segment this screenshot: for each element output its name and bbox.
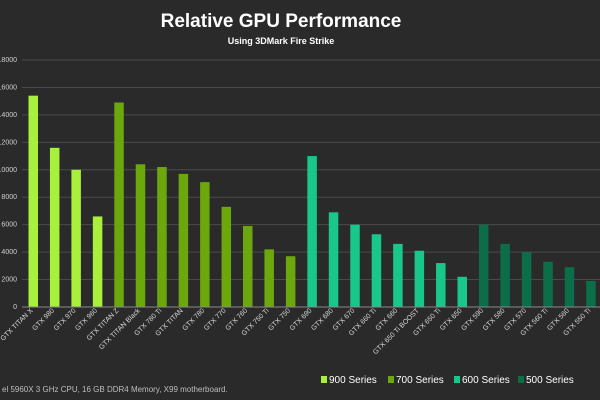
y-tick-label: 14000	[0, 112, 17, 119]
y-tick-label: 18000	[0, 57, 17, 64]
bar	[543, 261, 553, 307]
bar	[436, 263, 446, 307]
bar	[221, 206, 232, 307]
legend-label: 500 Series	[526, 375, 574, 386]
bar	[178, 173, 189, 307]
x-tick-label: GTX 690	[289, 307, 314, 332]
chart-subtitle: Using 3DMark Fire Strike	[228, 36, 335, 46]
bar	[285, 256, 296, 307]
x-tick-label: GTX 770	[203, 307, 228, 332]
x-tick-label: GTX 680	[310, 307, 335, 332]
bar	[393, 243, 403, 307]
bar	[71, 169, 81, 307]
bar	[371, 234, 382, 307]
bar	[586, 280, 596, 307]
bar	[243, 226, 253, 307]
bar	[307, 156, 317, 307]
legend-label: 700 Series	[396, 375, 444, 386]
x-tick-label: GTX 980	[31, 307, 56, 332]
bar	[328, 212, 339, 307]
bar	[157, 167, 167, 307]
bars	[28, 95, 596, 308]
legend-swatch	[454, 376, 460, 383]
legend-label: 600 Series	[462, 375, 510, 386]
bar	[564, 267, 575, 307]
bar	[49, 147, 60, 307]
bar	[414, 250, 425, 307]
bar	[28, 95, 38, 307]
bar	[200, 182, 210, 307]
legend-swatch	[321, 376, 327, 383]
bar	[521, 252, 532, 307]
legend-label: 900 Series	[329, 375, 377, 386]
legend: 900 Series 700 Series 600 Series 500 Series	[321, 375, 574, 386]
bar	[500, 243, 510, 307]
y-tick-label: 12000	[0, 139, 17, 146]
y-tick-label: 6000	[1, 222, 17, 229]
y-tick-label: 4000	[1, 249, 17, 256]
bar	[264, 249, 274, 307]
x-tick-label: GTX 750	[267, 307, 292, 332]
legend-swatch	[518, 376, 524, 383]
legend-swatch	[388, 376, 394, 383]
x-tick-label: GTX 780	[182, 307, 207, 332]
x-tick-label: GTX 590	[460, 307, 485, 332]
x-tick-label: GTX 970	[53, 307, 78, 332]
bar	[457, 276, 467, 307]
y-tick-label: 10000	[0, 167, 17, 174]
bar	[114, 102, 124, 308]
y-tick-label: 2000	[1, 277, 17, 284]
bar	[478, 224, 489, 307]
bar	[92, 216, 103, 307]
y-tick-label: 0	[13, 304, 17, 311]
y-tick-label: 8000	[1, 194, 17, 201]
x-tick-label: GTX 580	[482, 307, 507, 332]
x-tick-label: GTX 650	[439, 307, 464, 332]
bar	[350, 224, 360, 307]
x-tick-label: GTX TITAN X	[0, 307, 35, 342]
y-tick-label: 16000	[0, 84, 17, 91]
chart-title: Relative GPU Performance	[161, 11, 402, 32]
chart-footnote: el 5960X 3 GHz CPU, 16 GB DDR4 Memory, X…	[2, 385, 228, 394]
y-axis-ticks: 0 2000 4000 6000 8000 10000 12000 14000 16000 180…	[0, 57, 17, 311]
bar	[135, 164, 146, 307]
